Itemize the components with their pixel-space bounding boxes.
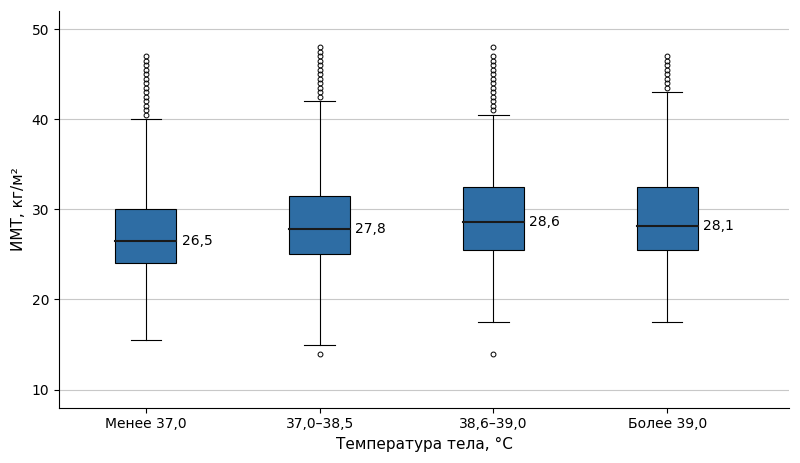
X-axis label: Температура тела, °С: Температура тела, °С [335, 437, 512, 452]
Text: 26,5: 26,5 [182, 234, 212, 248]
Text: 27,8: 27,8 [355, 222, 386, 236]
Y-axis label: ИМТ, кг/м²: ИМТ, кг/м² [11, 168, 26, 251]
Bar [637, 187, 698, 250]
Bar [115, 209, 176, 263]
Text: 28,6: 28,6 [529, 215, 560, 229]
Bar [290, 196, 350, 254]
Bar [463, 187, 524, 250]
Text: 28,1: 28,1 [703, 219, 734, 233]
